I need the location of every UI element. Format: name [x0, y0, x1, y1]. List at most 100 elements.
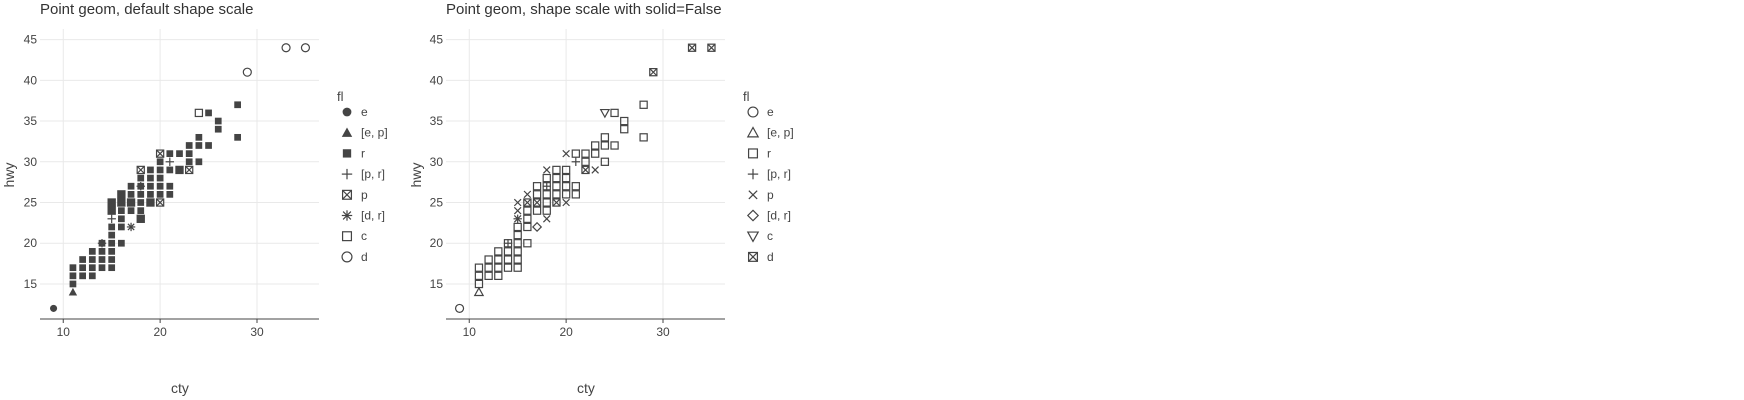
- data-point: [147, 182, 154, 190]
- data-point: [620, 116, 629, 126]
- legend-label: [d, r]: [361, 209, 385, 223]
- data-point: [118, 239, 125, 247]
- data-point: [205, 109, 212, 117]
- data-point: [195, 158, 203, 166]
- legend-label: [p, r]: [361, 167, 385, 181]
- data-point: [147, 174, 154, 182]
- left-chart-title: Point geom, default shape scale: [40, 1, 253, 18]
- data-point: [532, 198, 542, 207]
- data-point: [542, 173, 551, 183]
- data-point: [513, 222, 522, 232]
- y-tick-label: 35: [430, 114, 444, 128]
- data-point: [620, 125, 629, 134]
- data-point: [532, 190, 542, 199]
- data-point: [503, 247, 513, 256]
- data-point: [126, 222, 136, 232]
- data-point: [600, 141, 610, 150]
- left-legend-title: fl: [337, 89, 344, 104]
- data-point: [97, 239, 107, 248]
- legend-key-icon: [341, 127, 353, 137]
- data-point: [136, 182, 145, 191]
- data-point: [185, 165, 194, 175]
- data-point: [513, 230, 522, 240]
- legend-key-icon: [342, 149, 352, 158]
- y-tick-label: 20: [430, 236, 444, 250]
- data-point: [562, 149, 570, 158]
- x-tick-label: 30: [656, 325, 670, 339]
- data-point: [591, 166, 599, 174]
- data-point: [175, 165, 184, 175]
- data-point: [118, 223, 125, 231]
- data-point: [137, 174, 145, 182]
- data-point: [581, 166, 590, 174]
- data-point: [98, 248, 106, 255]
- data-point: [137, 191, 145, 198]
- data-point: [166, 182, 174, 190]
- data-point: [639, 100, 648, 109]
- data-point: [473, 286, 485, 297]
- data-point: [155, 198, 165, 207]
- data-point: [108, 264, 116, 272]
- right-chart-title: Point geom, shape scale with solid=False: [446, 1, 722, 18]
- legend-key-icon: [342, 107, 352, 117]
- data-point: [118, 207, 125, 215]
- data-point: [503, 239, 513, 248]
- data-point: [523, 206, 532, 215]
- data-point: [571, 149, 580, 158]
- data-point: [281, 43, 291, 53]
- data-point: [117, 190, 126, 199]
- data-point: [136, 214, 145, 223]
- data-point: [156, 174, 164, 182]
- x-tick-label: 10: [57, 325, 71, 339]
- data-point: [523, 198, 532, 207]
- data-point: [147, 191, 154, 198]
- y-tick-label: 25: [24, 196, 38, 210]
- data-point: [581, 157, 590, 166]
- data-point: [79, 272, 86, 280]
- data-point: [649, 68, 658, 77]
- data-point: [195, 133, 203, 141]
- scatter-points: [454, 43, 716, 314]
- legend-key-icon: [746, 209, 760, 222]
- data-point: [532, 182, 542, 191]
- legend-key-icon: [341, 210, 353, 221]
- legend-key-icon: [341, 168, 353, 180]
- data-point: [156, 191, 164, 198]
- data-point: [523, 190, 532, 199]
- data-point: [146, 198, 155, 207]
- y-tick-label: 30: [430, 155, 444, 169]
- data-point: [494, 263, 503, 272]
- data-point: [494, 271, 503, 280]
- data-point: [571, 190, 580, 199]
- data-point: [107, 206, 116, 215]
- data-point: [234, 133, 241, 141]
- x-tick-label: 10: [463, 325, 477, 339]
- data-point: [166, 150, 174, 157]
- data-point: [484, 263, 493, 272]
- data-point: [117, 198, 126, 207]
- legend-label: p: [767, 188, 774, 202]
- data-point: [474, 279, 484, 289]
- legend-key-icon: [746, 126, 760, 138]
- data-point: [513, 206, 522, 215]
- data-point: [98, 256, 106, 263]
- legend-key-icon: [747, 251, 759, 262]
- data-point: [552, 198, 561, 207]
- data-point: [156, 166, 164, 174]
- data-point: [79, 256, 86, 263]
- data-point: [69, 264, 77, 272]
- data-point: [533, 198, 541, 207]
- legend-label: d: [361, 250, 368, 264]
- data-point: [127, 191, 135, 198]
- data-point: [513, 215, 522, 223]
- data-point: [214, 125, 222, 133]
- legend-key-icon: [341, 251, 353, 263]
- data-point: [194, 108, 204, 118]
- data-point: [454, 303, 465, 314]
- data-point: [474, 271, 484, 280]
- data-point: [108, 248, 116, 255]
- y-tick-label: 15: [430, 277, 444, 291]
- left-x-axis-title: cty: [171, 380, 189, 396]
- data-point: [484, 255, 493, 264]
